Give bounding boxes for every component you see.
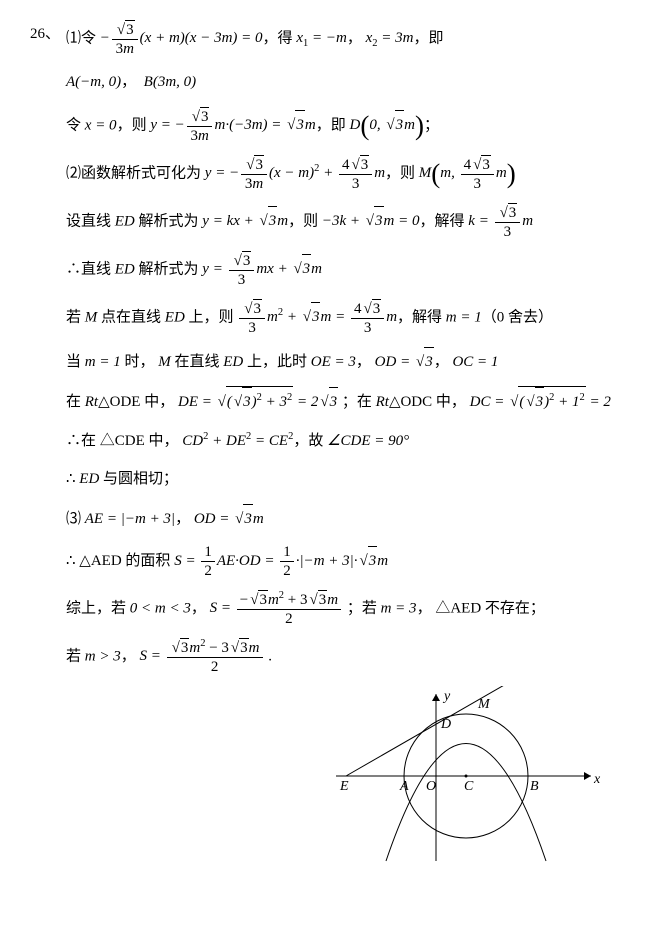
m1b: m = 1 [85, 354, 121, 370]
txt: ，即 [316, 117, 346, 133]
ED: ED [115, 261, 135, 277]
txt: 中， [436, 394, 466, 410]
txt: 函数解析式可化为 [81, 165, 201, 181]
txt: 的面积 [125, 553, 170, 569]
txt: 令 [81, 30, 96, 46]
p3-line3: 综上，若 0 < m < 3， S = −3m2 + 33m2 ；若 m = 3… [66, 590, 616, 628]
ED: ED [115, 213, 135, 229]
D: D [350, 117, 361, 133]
txt: 不存在； [485, 600, 545, 616]
r2: m > 3 [85, 648, 121, 664]
txt: 设直线 [66, 213, 111, 229]
m3: m = 3 [381, 600, 417, 616]
label-B: B [530, 779, 539, 794]
label-D: D [440, 717, 451, 732]
B: B [144, 74, 153, 90]
txt: 与圆相切； [103, 471, 178, 487]
tri: △AED [435, 600, 481, 616]
txt: ∴ [66, 553, 76, 569]
txt: ，则 [385, 165, 415, 181]
M: M [85, 309, 98, 325]
label-y: y [442, 689, 451, 704]
p2-line8: ∴ ED 与圆相切； [66, 465, 616, 494]
txt: 上，此时 [247, 354, 307, 370]
Rt: Rt [85, 394, 98, 410]
eq2: = 2 [589, 394, 610, 410]
txt: 在直线 [175, 354, 220, 370]
ED: ED [165, 309, 185, 325]
txt: ，则 [117, 117, 147, 133]
txt: 解析式为 [139, 213, 199, 229]
y-arrow [432, 694, 440, 701]
p2-line4: 若 M 点在直线 ED 上，则 33m2 + 3m = 433m，解得 m = … [66, 299, 616, 337]
label-E: E [339, 779, 349, 794]
x-arrow [584, 772, 591, 780]
p3-line1: ⑶ AE = |−m + 3|， OD = 3m [66, 504, 616, 534]
M: M [158, 354, 171, 370]
txt: ，得 [263, 30, 293, 46]
txt: 在 [66, 394, 81, 410]
txt: 时， [124, 354, 154, 370]
tri: △ODC [389, 394, 432, 410]
p2-line6: 在 Rt△ODE 中， DE = (3)2 + 32 = 23 ；在 Rt△OD… [66, 386, 616, 417]
problem-number: 26、 [30, 20, 66, 886]
ED: ED [79, 471, 99, 487]
p2-line1: ⑵函数解析式可化为 y = −33m(x − m)2 + 433m，则 M(m,… [66, 155, 616, 193]
p2-line2: 设直线 ED 解析式为 y = kx + 3m，则 −3k + 3m = 0，解… [66, 203, 616, 241]
txt: ∴在 [66, 433, 96, 449]
p3-line4: 若 m > 3， S = 3m2 − 33m2 . [66, 638, 616, 676]
p1-line1: ⑴令 −33m(x + m)(x − 3m) = 0，得 x1 = −m， x2… [66, 20, 616, 58]
OC: OC = 1 [452, 354, 498, 370]
p2-line3: ∴直线 ED 解析式为 y = 33mx + 3m [66, 251, 616, 289]
diagram-svg: y x M D E A O C B [326, 686, 606, 886]
solution-body: ⑴令 −33m(x + m)(x − 3m) = 0，得 x1 = −m， x2… [66, 20, 616, 886]
txt: 上，则 [189, 309, 234, 325]
txt: 当 [66, 354, 81, 370]
txt: ∴直线 [66, 261, 111, 277]
txt: 中， [144, 394, 174, 410]
txt: ；在 [342, 394, 372, 410]
tri: △AED [79, 553, 121, 569]
txt: ，解得 [397, 309, 442, 325]
p1-line3: 令 x = 0，则 y = −33mm·(−3m) = 3m，即 D(0, 3m… [66, 107, 616, 145]
txt: 解析式为 [139, 261, 199, 277]
center-dot [465, 775, 468, 778]
p2-line7: ∴在 △CDE 中， CD2 + DE2 = CE2，故 ∠CDE = 90° [66, 427, 616, 456]
txt: ，即 [413, 30, 443, 46]
r1: 0 < m < 3 [130, 600, 191, 616]
OE: OE = 3 [311, 354, 356, 370]
p2-line5: 当 m = 1 时， M 在直线 ED 上，此时 OE = 3， OD = 3，… [66, 347, 616, 377]
label-O: O [426, 779, 436, 794]
txt: 综上，若 [66, 600, 126, 616]
label-C: C [464, 779, 474, 794]
txt: ，则 [288, 213, 318, 229]
txt: ，解得 [420, 213, 465, 229]
Rt: Rt [376, 394, 389, 410]
ED: ED [223, 354, 243, 370]
txt: ∴ [66, 471, 76, 487]
label-M: M [477, 697, 491, 712]
m1: m = 1 [446, 309, 482, 325]
txt: ；若 [347, 600, 377, 616]
M: M [419, 165, 432, 181]
txt: 若 [66, 648, 81, 664]
label-A: A [399, 779, 409, 794]
p3-label: ⑶ [66, 511, 81, 527]
txt: 点在直线 [101, 309, 161, 325]
p3-line2: ∴ △AED 的面积 S = 12AE·OD = 12·|−m + 3|·3m [66, 543, 616, 580]
p2-label: ⑵ [66, 165, 81, 181]
txt: 若 [66, 309, 81, 325]
txt: 中， [149, 433, 179, 449]
p1-label: ⑴ [66, 30, 81, 46]
txt: ，故 [293, 433, 323, 449]
txt: . [268, 648, 272, 664]
label-x: x [593, 772, 601, 787]
tri: △CDE [100, 433, 145, 449]
A: A [66, 74, 75, 90]
tri: △ODE [98, 394, 140, 410]
p1-line2: A(−m, 0)， B(3m, 0) [66, 68, 616, 97]
diagram: y x M D E A O C B [326, 686, 616, 886]
txt: 令 [66, 117, 81, 133]
txt: （0 舍去） [482, 309, 553, 325]
